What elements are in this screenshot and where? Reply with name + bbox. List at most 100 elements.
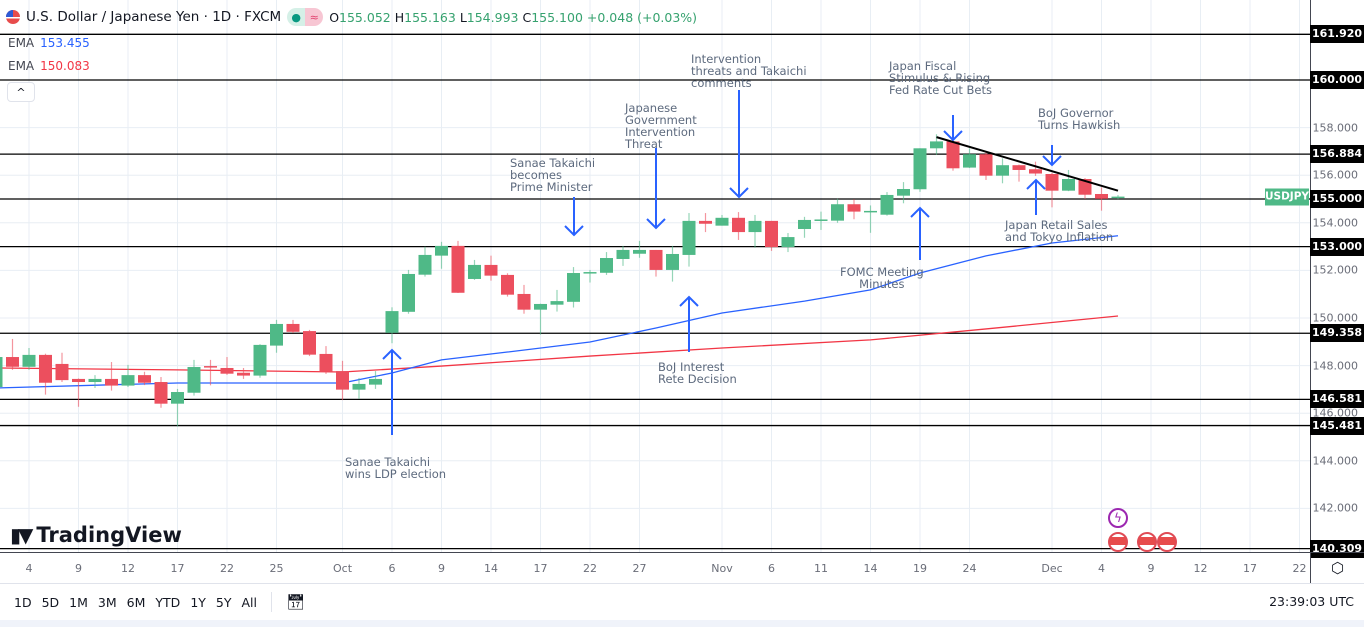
candle [369,371,382,389]
chart-header: U.S. Dollar / Japanese Yen · 1D · FXCM ●… [6,8,697,26]
tradingview-mark-icon: ▮▼ [10,523,33,547]
clock[interactable]: 23:39:03 UTC [1269,594,1354,609]
candle [517,284,531,314]
high-label: H [394,9,405,25]
time-tick-label: Dec [1041,562,1063,575]
candle-body [814,219,828,221]
candle [171,388,184,427]
arrow-down-icon [943,115,963,142]
ema-legend-slow[interactable]: EMA 150.083 [8,59,90,73]
grid [0,0,1310,552]
time-tick-label: 4 [1098,562,1105,575]
tradingview-logo[interactable]: ▮▼ TradingView [10,523,182,547]
range-ytd[interactable]: YTD [155,594,181,610]
range-all[interactable]: All [241,594,258,610]
us-event-flag-icon[interactable] [1157,532,1177,552]
candle-body [979,154,993,176]
candle [897,182,910,204]
candle-body [699,220,712,224]
candle [748,214,762,248]
candle [847,199,861,220]
us-event-flag-icon[interactable] [1108,532,1128,552]
annotation-fiscal-stimulus: Japan Fiscal Stimulus & Rising Fed Rate … [889,59,992,97]
candle-body [1012,165,1026,170]
candle [336,360,349,401]
axis-settings-button[interactable]: ⬡ [1310,553,1364,584]
time-tick-label: 9 [438,562,445,575]
candle-body [204,366,217,368]
candle [72,378,85,407]
calendar-goto-icon[interactable]: 📅︎ [286,593,306,611]
candle-body [633,249,646,254]
market-status[interactable]: ● ≈ [287,8,324,26]
candle [550,289,564,312]
candle [880,192,894,216]
candle-body [55,363,69,381]
candle [864,205,877,233]
range-6m[interactable]: 6M [126,594,146,610]
candle-body [1095,194,1108,199]
ema-legend-fast[interactable]: EMA 153.455 [8,36,90,50]
ema-value: 150.083 [40,59,90,73]
candle-body [253,344,267,376]
price-tick-label: 152.000 [1312,263,1359,277]
price-tick-label: 146.000 [1312,406,1359,420]
candle-body [847,204,861,212]
ema-value: 153.455 [40,36,90,50]
candle-body [352,383,366,390]
range-1y[interactable]: 1Y [190,594,206,610]
candle [55,352,69,383]
candle [154,377,168,408]
candle-body [930,141,943,149]
level-price-label: 155.000 [1310,190,1364,208]
range-5y[interactable]: 5Y [215,594,232,610]
time-tick-label: 9 [1147,562,1155,575]
candle-body [583,272,597,274]
us-event-flag-icon[interactable] [1137,532,1157,552]
candle-body [946,141,960,169]
trendline[interactable] [936,136,1119,192]
range-1d[interactable]: 1D [14,594,32,610]
price-tick-label: 144.000 [1312,454,1359,468]
candles [0,134,1125,427]
candle-body [567,273,580,302]
candle [633,240,646,258]
candle-body [402,273,415,312]
time-tick-label: 22 [1292,562,1307,575]
candle [765,220,778,251]
price-axis[interactable]: 142.000 144.000 146.000 148.000 150.000 152.0… [1310,0,1364,552]
candle [385,307,399,344]
candle-body [880,194,894,215]
candle-body [715,217,729,226]
level-price-label: 145.481 [1310,416,1364,435]
candle [88,375,102,388]
candle-body [1111,196,1125,199]
annotation-prime-minister: Sanae Takaichi becomes Prime Minister [510,156,596,194]
range-5d[interactable]: 5D [41,594,60,610]
level-price-label: 156.884 [1310,145,1364,164]
candle-body [121,375,135,386]
candle [979,151,993,180]
candle-body [6,357,19,367]
lightning-event-icon[interactable]: ϟ [1108,508,1128,528]
candle [996,158,1009,184]
range-1m[interactable]: 1M [69,594,88,610]
low-value: 154.993 [466,9,519,25]
candle [237,367,250,379]
candle-body [369,378,382,385]
candle-body [864,210,877,213]
range-3m[interactable]: 3M [97,594,117,610]
time-tick-label: 17 [170,562,185,575]
arrow-down-icon [646,148,666,230]
candle [666,245,679,282]
annotation-boj-governor: BoJ Governor Turns Hawkish [1038,106,1121,132]
time-axis[interactable]: ⬡ 4 9 12 17 22 25 Oct 6 9 14 17 22 27 Nov 6 11 14 19 24 Dec… [0,552,1364,584]
price-chart[interactable] [0,0,1310,552]
symbol-title[interactable]: U.S. Dollar / Japanese Yen · 1D · FXCM [26,9,282,25]
candle-body [451,245,465,293]
candle [699,213,712,233]
annotation-boj-decision: BoJ Interest Rete Decision [658,360,737,386]
collapse-legend-button[interactable]: ^ [7,82,35,102]
level-price-label: 149.358 [1310,324,1364,343]
candle-body [996,165,1009,176]
